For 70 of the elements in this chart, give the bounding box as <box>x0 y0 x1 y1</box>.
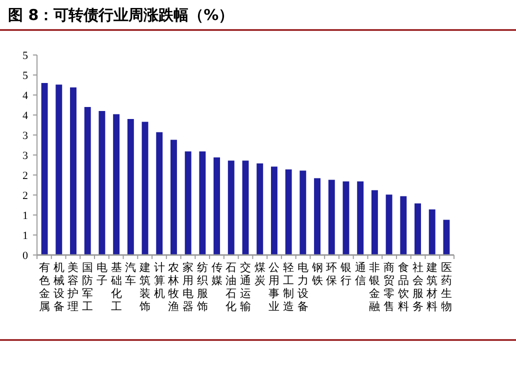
bar <box>184 151 192 255</box>
x-tick-label: 国防军工 <box>82 261 94 313</box>
bar <box>214 157 220 255</box>
x-tick-label: 建筑材料 <box>426 261 438 313</box>
bar <box>428 209 436 255</box>
bar <box>342 181 350 255</box>
bar <box>242 160 249 255</box>
x-tick-label: 传媒 <box>211 261 222 287</box>
x-tick-label: 电子 <box>96 261 108 287</box>
x-tick-label: 有色金属 <box>39 261 50 313</box>
bar <box>127 119 134 255</box>
bar <box>199 151 206 255</box>
x-tick-label: 基础化工 <box>110 261 122 313</box>
bar <box>113 114 120 255</box>
bar <box>56 84 62 255</box>
y-tick-label: 4 <box>22 110 28 122</box>
bar <box>70 87 76 255</box>
x-tick-label: 环保 <box>326 261 338 287</box>
bar <box>142 122 148 255</box>
bar <box>41 83 48 255</box>
bar <box>270 166 278 255</box>
y-tick-label: 2 <box>22 170 28 182</box>
bar <box>328 180 335 255</box>
bar <box>386 194 392 255</box>
y-tick-label: 5 <box>22 50 28 62</box>
bar <box>357 181 364 255</box>
y-tick-label: 0 <box>22 250 28 262</box>
y-tick-label: 3 <box>22 150 28 162</box>
x-tick-label: 社会服务 <box>412 261 424 313</box>
bar <box>256 163 264 255</box>
x-tick-label: 钢铁 <box>310 261 323 287</box>
x-tick-label: 煤炭 <box>254 261 266 287</box>
y-tick-label: 3 <box>22 130 28 142</box>
x-tick-label: 银行 <box>339 261 352 287</box>
chart-title: 图 8：可转债行业周涨跌幅（%） <box>8 6 234 24</box>
bar <box>371 190 378 255</box>
bar <box>98 111 106 255</box>
x-tick-label: 非银金融 <box>368 261 380 313</box>
x-tick-label: 家用电器 <box>182 261 194 313</box>
bar <box>170 140 177 255</box>
x-tick-label: 农林牧渔 <box>167 261 180 313</box>
x-tick-label: 纺织服饰 <box>196 261 208 313</box>
x-tick-label: 通信 <box>354 261 366 287</box>
bar <box>314 178 321 255</box>
y-tick-label: 5 <box>22 70 28 82</box>
x-tick-label: 食品饮料 <box>396 261 409 313</box>
bar <box>285 169 292 255</box>
bar <box>156 132 163 255</box>
y-tick-label: 1 <box>22 210 28 222</box>
x-tick-label: 公用事业 <box>268 261 280 313</box>
bar <box>228 160 234 255</box>
x-tick-label: 机械设备 <box>53 261 64 313</box>
x-tick-label: 交通运输 <box>240 261 251 313</box>
y-tick-label: 4 <box>22 90 28 102</box>
x-tick-label: 美容护理 <box>66 261 79 313</box>
x-tick-label: 汽车 <box>125 261 136 287</box>
x-tick-label: 计算机 <box>154 261 165 300</box>
bar <box>414 203 421 255</box>
x-tick-label: 石油石化 <box>226 261 237 313</box>
y-tick-label: 1 <box>22 230 28 242</box>
bar <box>300 170 306 255</box>
x-tick-label: 建筑装饰 <box>138 261 151 313</box>
x-tick-label: 轻工制造 <box>283 261 294 313</box>
bar <box>84 107 91 255</box>
bar <box>443 220 450 255</box>
bar <box>400 196 407 255</box>
x-tick-label: 电力设备 <box>297 261 308 313</box>
x-tick-label: 商贸零售 <box>384 261 395 313</box>
y-tick-label: 2 <box>22 190 28 202</box>
x-tick-label: 医药生物 <box>440 261 452 313</box>
